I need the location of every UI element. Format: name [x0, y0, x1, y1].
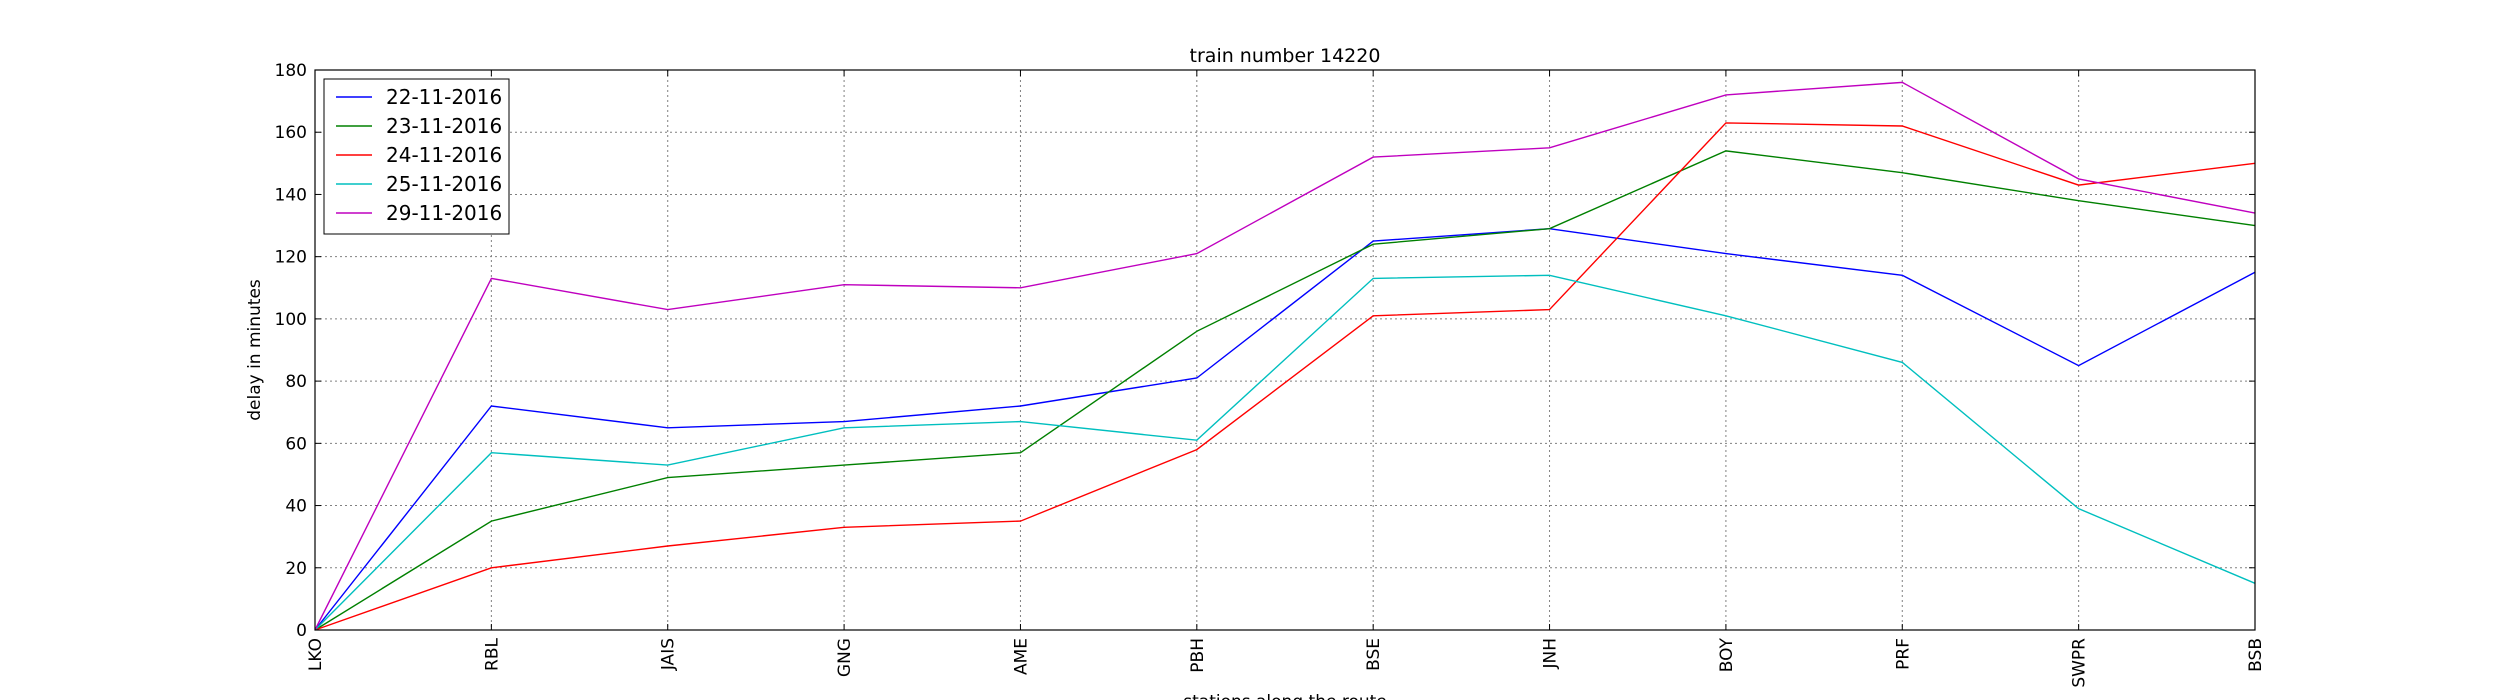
x-tick-label: LKO [306, 638, 326, 671]
grid-lines [315, 70, 2255, 630]
x-axis-label: stations along the route [1183, 692, 1387, 700]
x-tick-label: PRF [1893, 638, 1913, 670]
series-line-24-11-2016 [314, 122, 2256, 631]
series-line-29-11-2016 [314, 81, 2256, 631]
legend-entry: 24-11-2016 [386, 143, 502, 167]
y-tick-label: 140 [275, 185, 307, 205]
y-tick-label: 60 [285, 434, 307, 454]
x-tick-label: JAIS [659, 638, 679, 671]
x-axis-ticks: LKO RBL JAIS GNG AME PBH BSE JNH BOY PRF SWPR BSB [306, 70, 2266, 688]
y-tick-label: 160 [275, 123, 307, 143]
legend-entry: 29-11-2016 [386, 201, 502, 225]
chart-title: train number 14220 [1190, 45, 1381, 67]
y-tick-label: 120 [275, 248, 307, 268]
series-line-23-11-2016 [314, 150, 2256, 631]
y-tick-label: 20 [285, 559, 307, 579]
series-line-22-11-2016 [314, 227, 2256, 631]
y-tick-label: 180 [275, 61, 307, 81]
y-axis-ticks: 0 20 40 60 80 100 120 140 160 180 [275, 61, 2255, 641]
x-tick-label: RBL [482, 637, 502, 670]
x-tick-label: GNG [835, 638, 855, 677]
legend-entry: 23-11-2016 [386, 114, 502, 138]
y-tick-label: 80 [285, 372, 307, 392]
y-tick-label: 100 [275, 310, 307, 330]
x-tick-label: JNH [1541, 638, 1561, 670]
y-axis-label: delay in minutes [245, 279, 265, 421]
series-lines [314, 81, 2256, 631]
y-tick-label: 40 [285, 497, 307, 517]
x-tick-label: BOY [1717, 637, 1737, 672]
y-tick-label: 0 [296, 621, 307, 641]
x-tick-label: SWPR [2070, 638, 2090, 688]
x-tick-label: PBH [1188, 638, 1208, 673]
legend: 22-11-2016 23-11-2016 24-11-2016 25-11-2016… [323, 78, 510, 235]
plot-frame [314, 69, 2256, 631]
legend-entry: 22-11-2016 [386, 85, 502, 109]
x-tick-label: AME [1011, 638, 1031, 675]
legend-entry: 25-11-2016 [386, 172, 502, 196]
legend-box [323, 78, 510, 235]
x-tick-label: BSB [2246, 638, 2266, 672]
series-line-25-11-2016 [314, 274, 2256, 631]
x-tick-label: BSE [1364, 638, 1384, 671]
